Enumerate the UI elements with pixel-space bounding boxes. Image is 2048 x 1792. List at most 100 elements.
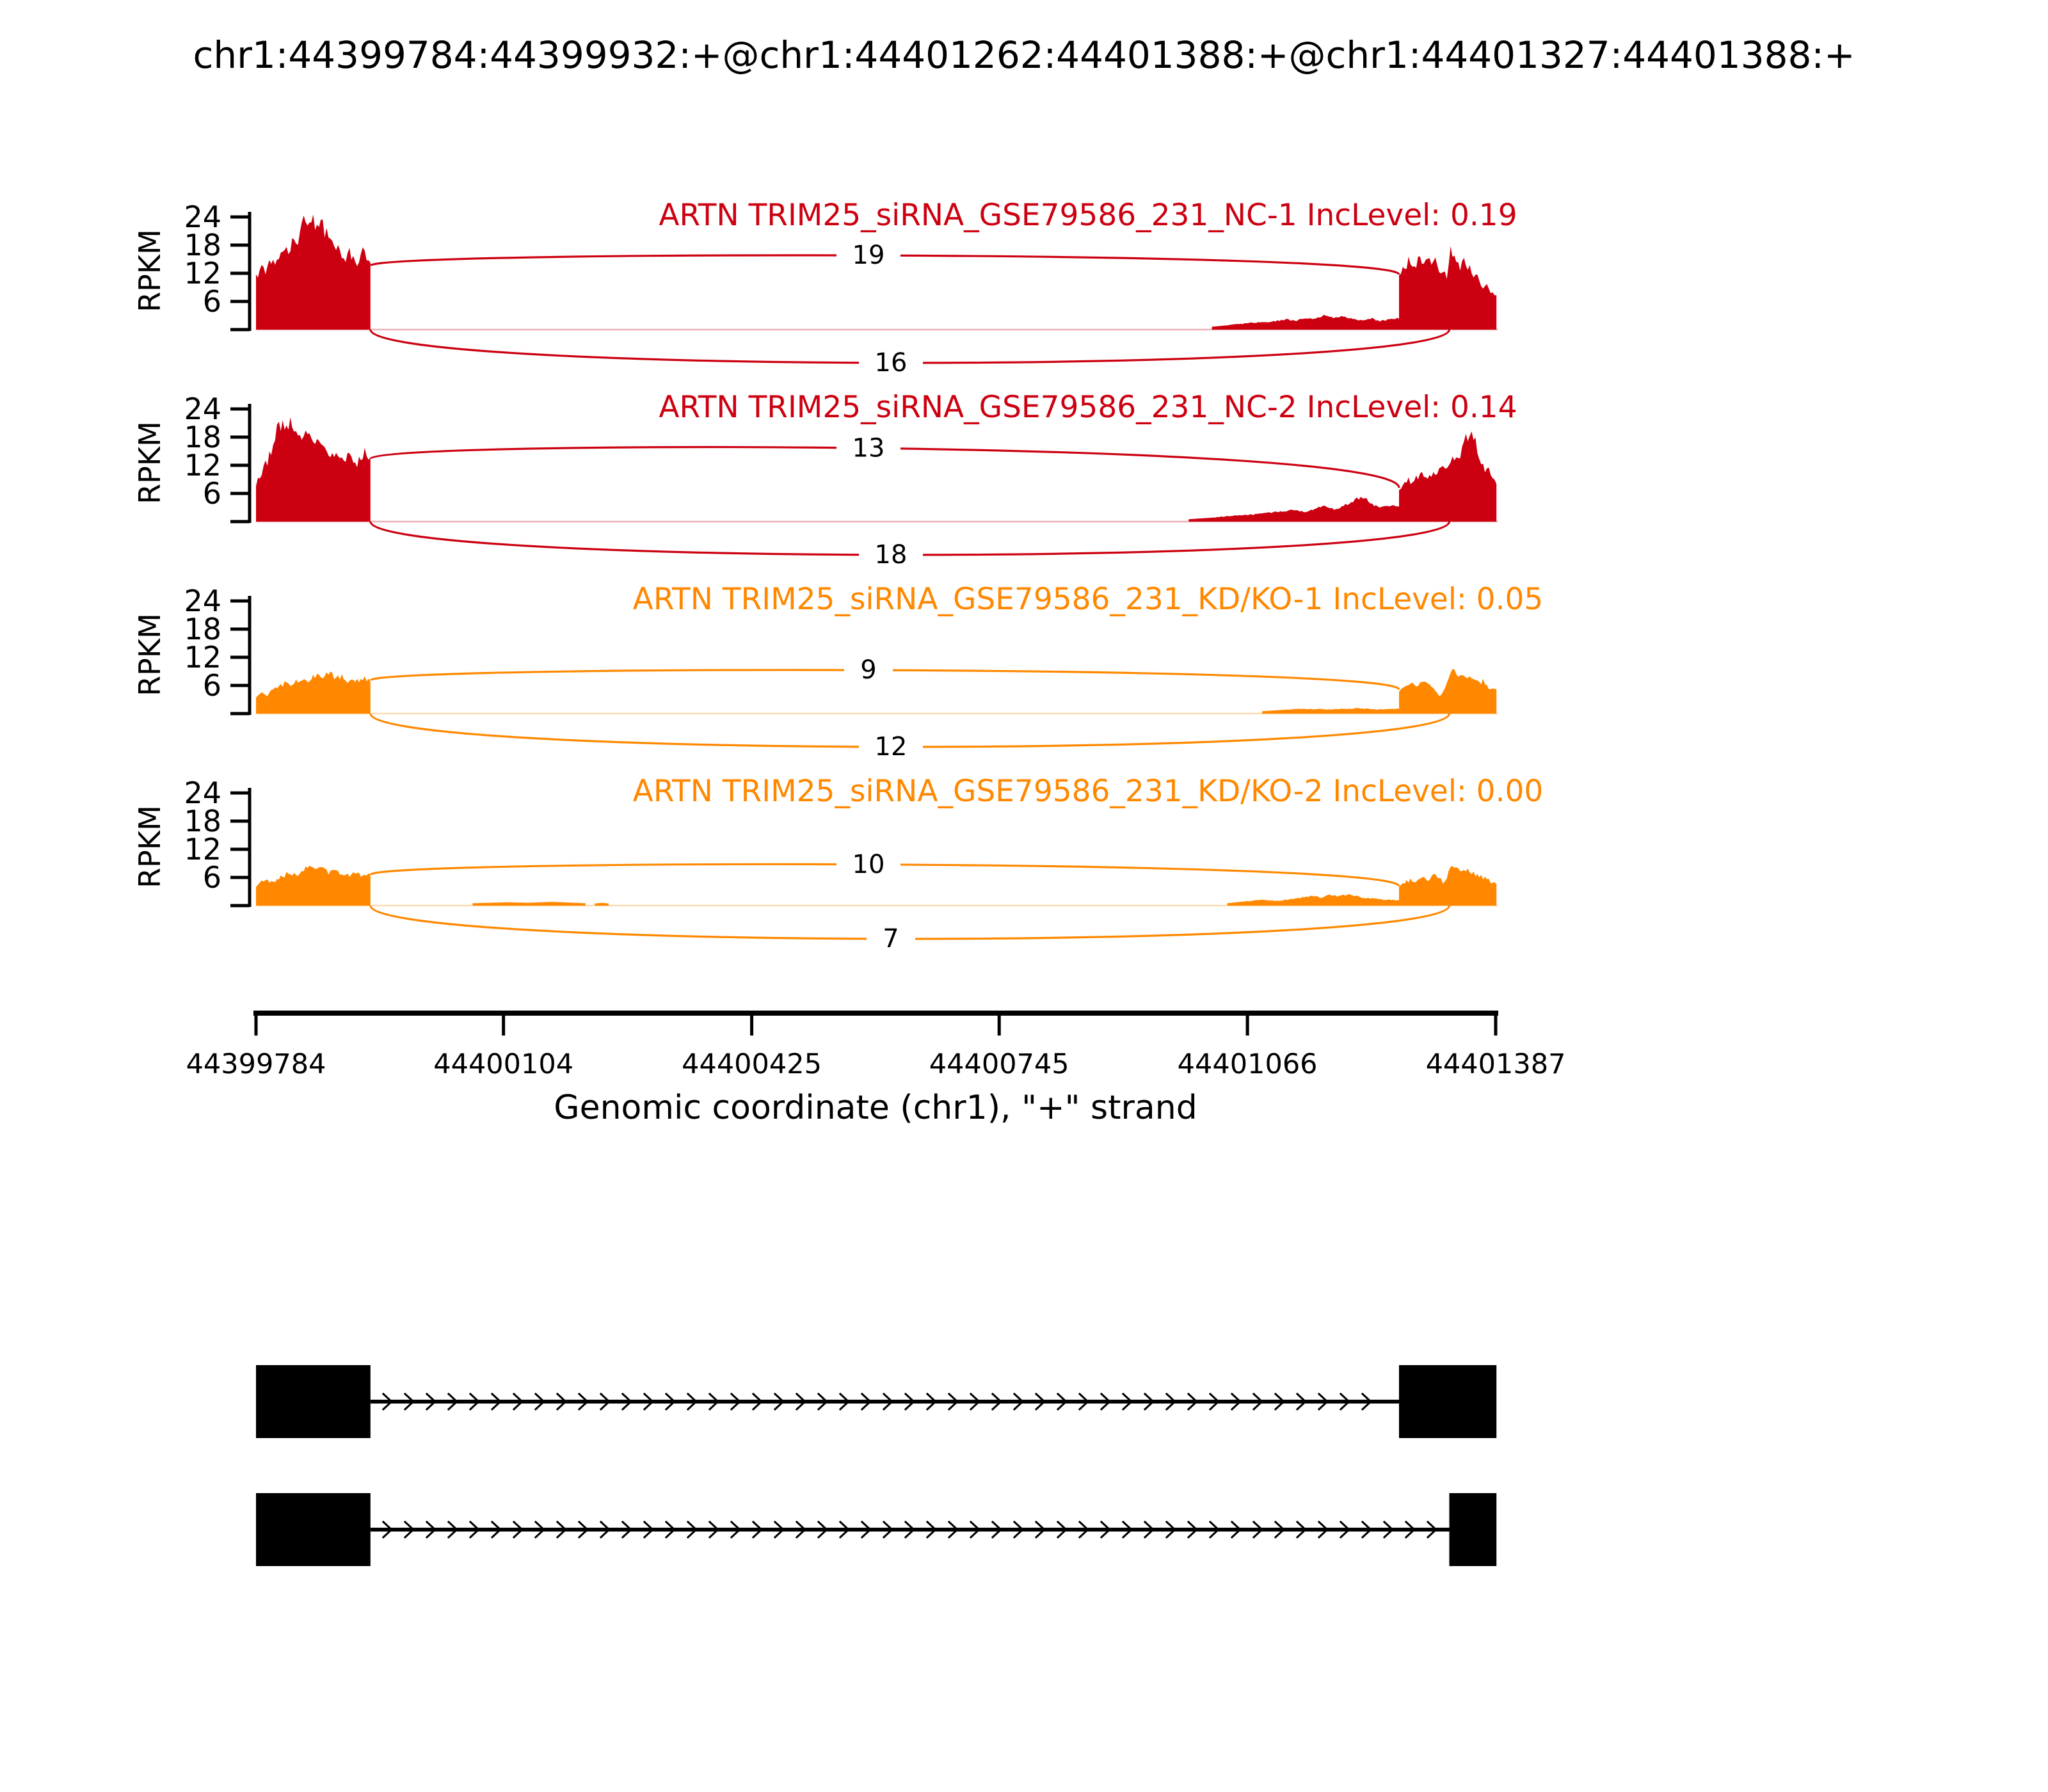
strand-arrow-icon [817, 1392, 829, 1411]
strand-arrow-icon [447, 1392, 459, 1411]
strand-arrow-icon [1100, 1392, 1112, 1411]
junction-count: 13 [852, 434, 885, 463]
strand-arrow-icon [621, 1520, 633, 1539]
strand-arrow-icon [1404, 1520, 1416, 1539]
strand-arrow-icon [1078, 1520, 1090, 1539]
junction-count-box [867, 922, 915, 956]
strand-arrow-icon [1100, 1520, 1112, 1539]
y-tick-label: 18 [184, 804, 221, 838]
strand-arrow-icon [1034, 1392, 1046, 1411]
strand-arrow-icon [1295, 1392, 1308, 1411]
strand-arrow-icon [1274, 1520, 1286, 1539]
strand-arrow-icon [599, 1392, 611, 1411]
strand-arrow-icon [1252, 1520, 1264, 1539]
strand-arrow-icon [947, 1520, 959, 1539]
strand-arrow-icon [1426, 1520, 1438, 1539]
strand-arrow-icon [1165, 1520, 1177, 1539]
strand-arrow-icon [730, 1392, 742, 1411]
strand-arrow-icon [1187, 1392, 1199, 1411]
strand-arrow-icon [1208, 1520, 1220, 1539]
y-tick-label: 6 [203, 284, 221, 319]
strand-arrow-icon [947, 1392, 959, 1411]
strand-arrow-icon [1143, 1392, 1155, 1411]
strand-arrow-icon [1208, 1392, 1220, 1411]
junction-count: 9 [860, 655, 876, 685]
y-tick-label: 12 [184, 448, 221, 483]
junction-count: 16 [875, 348, 908, 378]
strand-arrow-icon [838, 1392, 851, 1411]
y-tick-label: 18 [184, 420, 221, 454]
strand-arrow-icon [599, 1520, 611, 1539]
strand-arrow-icon [925, 1392, 938, 1411]
coverage-fill [1399, 669, 1497, 714]
y-tick-label: 6 [203, 668, 221, 703]
strand-arrow-icon [490, 1520, 502, 1539]
strand-arrow-icon [577, 1520, 589, 1539]
exon-box [256, 1365, 371, 1438]
strand-arrow-icon [425, 1392, 437, 1411]
strand-arrow-icon [447, 1520, 459, 1539]
junction-count: 12 [875, 732, 908, 762]
strand-arrow-icon [1143, 1520, 1155, 1539]
junction-count: 19 [852, 241, 885, 270]
junction-count: 18 [875, 540, 908, 570]
coverage-fill [1188, 497, 1399, 522]
strand-arrow-icon [1295, 1520, 1308, 1539]
coverage-fill [1262, 708, 1399, 714]
y-axis-title-4: RPKM [132, 805, 167, 888]
y-tick-label: 24 [184, 392, 221, 426]
coverage-fill [256, 214, 371, 330]
strand-arrow-icon [882, 1520, 894, 1539]
strand-arrow-icon [534, 1392, 546, 1411]
strand-arrow-icon [468, 1520, 481, 1539]
strand-arrow-icon [1165, 1392, 1177, 1411]
y-tick-label: 6 [203, 860, 221, 895]
strand-arrow-icon [381, 1520, 394, 1539]
strand-arrow-icon [817, 1520, 829, 1539]
strand-arrow-icon [991, 1392, 1003, 1411]
strand-arrow-icon [1361, 1520, 1373, 1539]
junction-count-box [859, 730, 923, 764]
coverage-fill [256, 865, 371, 906]
coverage-fill [1399, 431, 1497, 522]
strand-arrow-icon [425, 1520, 437, 1539]
junction-count-box [836, 847, 900, 882]
strand-arrow-icon [643, 1392, 655, 1411]
strand-arrow-icon [1187, 1520, 1199, 1539]
strand-arrow-icon [490, 1392, 502, 1411]
strand-arrow-icon [1230, 1392, 1242, 1411]
junction-count-box [844, 653, 893, 688]
junction-count: 7 [883, 924, 899, 954]
x-axis: 44399784 44400104 44400425 44400745 44401066… [186, 1011, 1565, 1080]
y-tick-label: 24 [184, 200, 221, 234]
strand-arrow-icon [751, 1520, 764, 1539]
strand-arrow-icon [773, 1520, 785, 1539]
strand-arrow-icon [751, 1392, 764, 1411]
coverage-fill [595, 902, 609, 906]
strand-arrow-icon [664, 1392, 676, 1411]
y-axis-title-1: RPKM [132, 229, 167, 312]
strand-arrow-icon [512, 1520, 524, 1539]
strand-arrow-icon [1121, 1392, 1133, 1411]
junction-count: 10 [852, 850, 885, 879]
strand-arrow-icon [1012, 1392, 1025, 1411]
coverage-fill [256, 417, 371, 522]
strand-arrow-icon [904, 1392, 916, 1411]
x-tick-label: 44400104 [433, 1048, 573, 1080]
x-axis-title: Genomic coordinate (chr1), "+" strand [554, 1089, 1197, 1127]
strand-arrow-icon [860, 1392, 872, 1411]
y-tick-label: 18 [184, 612, 221, 646]
strand-arrow-icon [381, 1392, 394, 1411]
strand-arrow-icon [730, 1520, 742, 1539]
y-tick-label: 24 [184, 584, 221, 618]
strand-arrow-icon [1339, 1520, 1351, 1539]
strand-arrow-icon [512, 1392, 524, 1411]
strand-arrow-icon [795, 1392, 807, 1411]
track-label-1: ARTN TRIM25_siRNA_GSE79586_231_NC-1 IncL… [659, 198, 1517, 233]
strand-arrow-icon [1317, 1520, 1329, 1539]
transcript-1 [256, 1365, 1497, 1438]
